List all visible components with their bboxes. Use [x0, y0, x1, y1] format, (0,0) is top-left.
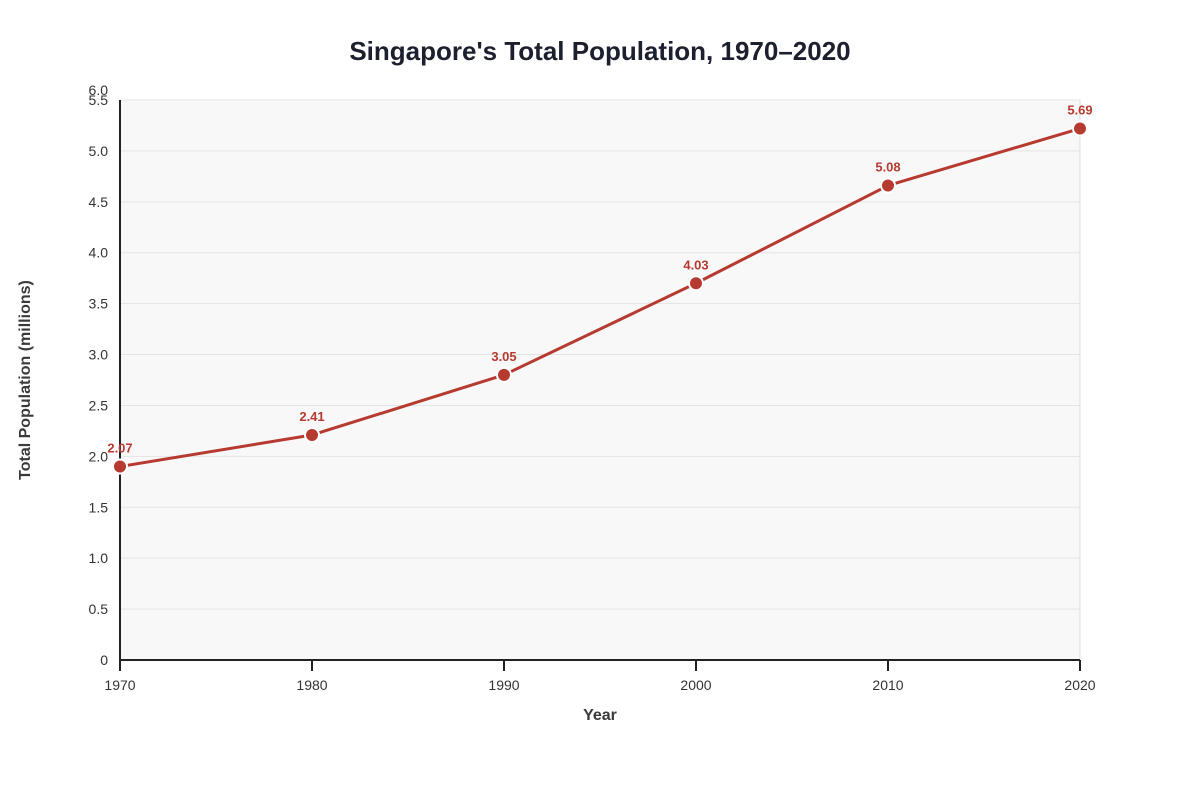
data-point [496, 366, 512, 383]
x-tick-label: 1990 [488, 677, 519, 693]
data-label: 5.08 [875, 160, 900, 175]
y-tick-label: 3.0 [89, 347, 109, 363]
data-label: 2.41 [299, 409, 324, 424]
series-line [119, 127, 1081, 469]
y-tick-label: 1.0 [89, 550, 109, 566]
x-tick-label: 2020 [1064, 677, 1095, 693]
data-point [688, 275, 704, 292]
x-tick-label: 1970 [104, 677, 135, 693]
data-label: 3.05 [491, 349, 516, 364]
data-point [1072, 120, 1088, 137]
data-point [304, 426, 320, 443]
y-tick-label: 0 [100, 652, 108, 668]
x-tick-label: 1980 [296, 677, 327, 693]
data-label: 4.03 [683, 257, 708, 272]
data-point [112, 458, 128, 475]
y-axis-ticks: 0 0.5 1.0 1.5 2.0 2.5 3.0 3.5 4.0 4.5 5.0 5.56.0 [89, 82, 109, 668]
gridlines [120, 99, 1080, 610]
y-axis-title: Total Population (millions) [17, 280, 34, 480]
y-tick-label: 4.0 [89, 245, 109, 261]
y-tick-label: 3.5 [89, 296, 109, 312]
y-tick-label: 0.5 [89, 601, 109, 617]
x-tick-label: 2010 [872, 677, 903, 693]
x-tick-label: 2000 [680, 677, 711, 693]
y-tick-label: 4.5 [89, 194, 109, 210]
x-axis-ticks: 1970 1980 1990 2000 2010 2020 [104, 660, 1096, 693]
y-tick-label: 2.0 [89, 448, 109, 464]
y-tick-label: 1.5 [89, 499, 109, 515]
series-group: 2.07 2.41 3.05 4.03 5.08 5.69 [107, 103, 1093, 475]
y-tick-label: 5.0 [89, 143, 109, 159]
y-tick-label: 2.5 [89, 397, 109, 413]
data-point [880, 177, 896, 194]
chart-title: Singapore's Total Population, 1970–2020 [349, 36, 850, 66]
plot-area [119, 99, 1081, 661]
data-label: 2.07 [107, 441, 132, 456]
data-label: 5.69 [1067, 103, 1092, 118]
y-tick-label: 5.5 [89, 92, 109, 108]
y-tick-label: 6.0 [89, 82, 109, 98]
x-axis-title: Year [583, 707, 617, 724]
